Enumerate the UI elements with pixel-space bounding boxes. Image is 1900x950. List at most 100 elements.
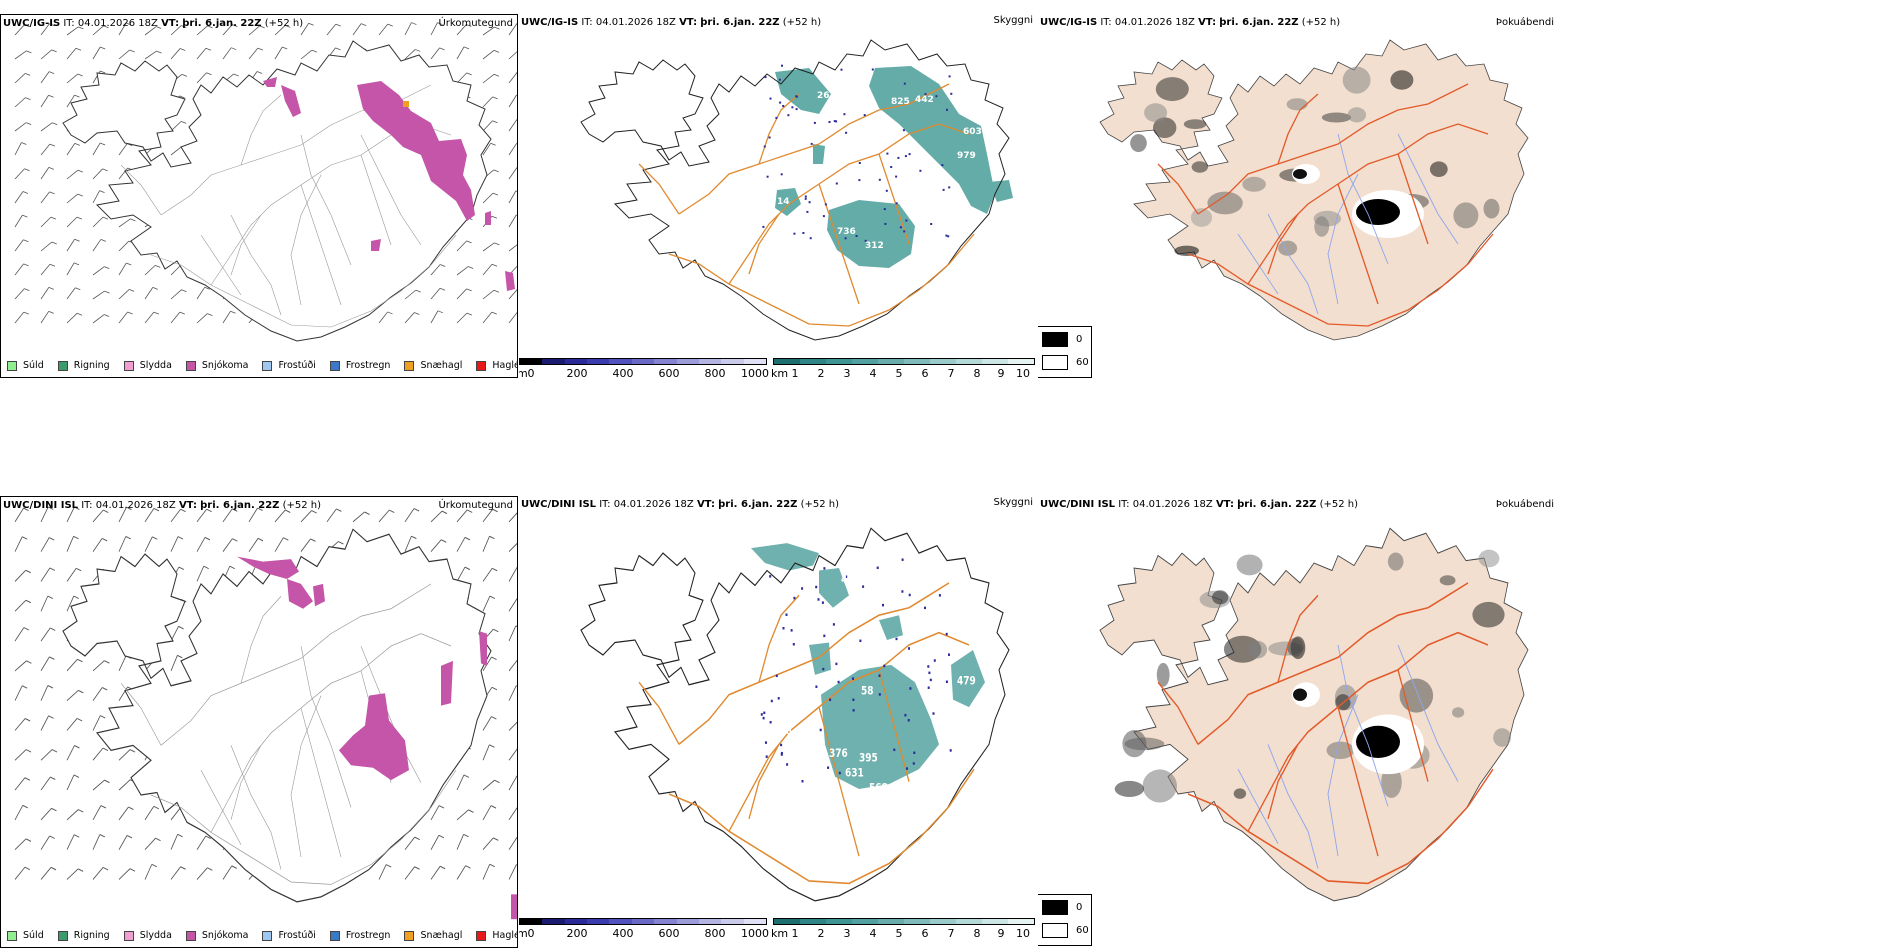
label-value: 736 [837, 227, 856, 237]
label-value: 236 [773, 726, 792, 738]
legend-swatch [476, 930, 487, 941]
tick: 600 [658, 367, 680, 378]
visibility-unit: km [771, 367, 789, 378]
visibility-colorbar: km 1 2 3 4 5 6 7 8 9 10 [771, 358, 1035, 378]
precip-legend: Súld Rigning Slydda Snjókoma Frostúði Fr… [7, 930, 517, 941]
tick: 1000 [741, 927, 769, 940]
label-value: 568 [869, 783, 888, 795]
panel-title: Þokuábendi [1495, 17, 1554, 28]
tick: 2 [817, 927, 825, 940]
legend-item: Rigning [57, 930, 110, 941]
cloud-base-ticks: 0 200 400 600 800 1000 [519, 367, 770, 378]
legend-item: Snjókoma [185, 930, 248, 941]
panel-title: Þokuábendi [1495, 499, 1554, 510]
panel-header: UWC/IG-IS IT: 04.01.2026 18Z VT: þri. 6.… [3, 18, 304, 29]
tick: 3 [843, 367, 851, 378]
fog-legend: 0 60 [1038, 326, 1092, 378]
fog-legend-row: 60 [1042, 923, 1089, 938]
label-value: 58 [861, 686, 874, 698]
snow-area [263, 77, 515, 291]
tick: 6 [921, 927, 929, 940]
legend-item: Frostúði [262, 930, 316, 941]
fog-index-panel-2: UWC/DINI ISL IT: 04.01.2026 18Z VT: þri.… [1038, 496, 1558, 948]
label-value: 416 [923, 619, 942, 631]
tick: 8 [973, 367, 981, 378]
tick: 0 [527, 367, 535, 378]
tick: 5 [895, 927, 903, 940]
legend-swatch [329, 930, 340, 941]
iceland-coastline [580, 527, 1010, 902]
teal-visibility-area [751, 543, 985, 790]
iceland-landmass [1099, 527, 1529, 902]
legend-item: Súld [7, 360, 44, 371]
cloud-base-specks [760, 558, 952, 783]
teal-visibility-area [775, 66, 1013, 268]
tick: 400 [612, 367, 634, 378]
visibility-colorbar: km 1 2 3 4 5 6 7 8 9 10 [771, 918, 1035, 940]
legend-swatch [476, 360, 487, 371]
precip-map-1 [14, 22, 517, 342]
cloud-base-bar [519, 918, 767, 925]
legend-swatch [329, 360, 340, 371]
visibility-unit: km [771, 927, 789, 940]
iceland-coastline [62, 40, 492, 342]
tick: 200 [566, 927, 588, 940]
legend-swatch [123, 360, 134, 371]
cloud-base-unit: m [519, 367, 528, 378]
label-value: 376 [829, 748, 848, 760]
label-value: 825 [891, 97, 910, 107]
cloud-visibility-panel-2: 430 479 236 376 395 631 568 416 58 UWC/D… [519, 496, 1037, 948]
legend-item: Frostregn [329, 930, 390, 941]
cloud-base-specks [762, 64, 953, 242]
road-network [638, 83, 975, 327]
legend-swatch [7, 930, 17, 941]
label-value: 312 [865, 241, 884, 251]
road-network [1157, 582, 1494, 885]
legend-swatch [7, 360, 17, 371]
precip-map-2 [14, 506, 517, 920]
tick: 800 [704, 367, 726, 378]
snow-area [237, 556, 517, 920]
legend-swatch [1042, 923, 1068, 938]
legend-swatch [404, 930, 415, 941]
tick: 4 [869, 367, 877, 378]
legend-item: Frostregn [329, 360, 390, 371]
label-value: 479 [957, 676, 976, 688]
cloud-map-1: 26 825 442 603 979 736 312 150 14 [580, 39, 1013, 341]
label-value: 395 [859, 753, 878, 765]
label-value: 442 [915, 95, 934, 105]
visibility-bar [773, 358, 1035, 365]
cloud-base-unit: m [519, 927, 528, 940]
tick: 1000 [741, 367, 769, 378]
tick: 600 [658, 927, 680, 940]
label-value: 150 [913, 213, 932, 223]
iceland-coastline [62, 528, 492, 903]
road-network [638, 582, 975, 885]
legend-swatch [1042, 332, 1068, 347]
tick: 1 [791, 927, 799, 940]
tick: 200 [566, 367, 588, 378]
tick: 1 [791, 367, 799, 378]
tick: 5 [895, 367, 903, 378]
legend-item: Snæhagl [404, 360, 462, 371]
cloud-base-labels: 430 479 236 376 395 631 568 416 58 [773, 574, 976, 795]
legend-swatch [57, 360, 68, 371]
tick: 6 [921, 367, 929, 378]
panel-title: Skyggni [993, 15, 1033, 26]
tick: 7 [947, 927, 955, 940]
panel-header: UWC/IG-IS IT: 04.01.2026 18Z VT: þri. 6.… [1040, 17, 1341, 28]
legend-swatch [262, 930, 273, 941]
tick: 0 [527, 927, 535, 940]
tick: 4 [869, 927, 877, 940]
label-value: 603 [963, 127, 982, 137]
panel-header: UWC/DINI ISL IT: 04.01.2026 18Z VT: þri.… [1040, 499, 1359, 510]
tick: 800 [704, 927, 726, 940]
cloud-base-labels: 26 825 442 603 979 736 312 150 14 [777, 91, 982, 251]
fog-legend: 0 60 [1038, 894, 1092, 946]
fog-map-2 [1099, 527, 1529, 902]
cloud-map-2: 430 479 236 376 395 631 568 416 58 [580, 527, 1010, 902]
legend-item: Haglél [476, 930, 517, 941]
label-value: 26 [817, 91, 830, 101]
tick: 10 [1016, 367, 1030, 378]
label-value: 14 [777, 197, 790, 207]
